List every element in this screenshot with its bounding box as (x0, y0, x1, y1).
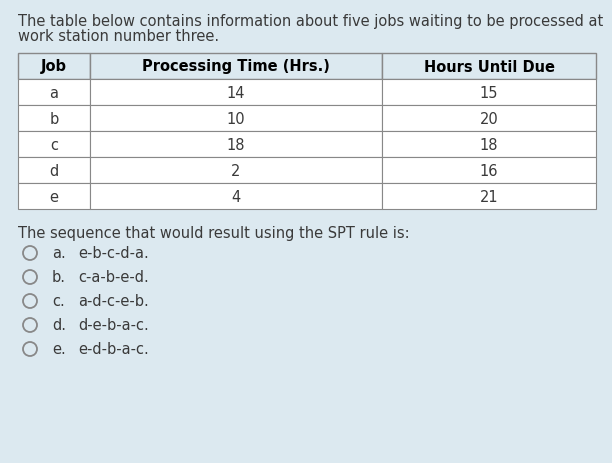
Text: Hours Until Due: Hours Until Due (424, 59, 554, 75)
Text: b.: b. (52, 270, 66, 285)
Text: e.: e. (52, 342, 65, 357)
Text: e: e (50, 189, 59, 204)
Text: 16: 16 (480, 163, 498, 178)
Text: 2: 2 (231, 163, 241, 178)
Bar (382, 80, 596, 106)
Text: The sequence that would result using the SPT rule is:: The sequence that would result using the… (18, 225, 409, 240)
Bar (90, 106, 382, 131)
Bar (18, 80, 90, 106)
Text: a-d-c-e-b.: a-d-c-e-b. (78, 294, 149, 309)
Bar (18, 184, 90, 210)
Text: 4: 4 (231, 189, 241, 204)
Text: d: d (50, 163, 59, 178)
Bar (90, 184, 382, 210)
Bar (18, 106, 90, 131)
Bar (90, 54, 382, 80)
Text: 20: 20 (480, 111, 498, 126)
Text: e-d-b-a-c.: e-d-b-a-c. (78, 342, 149, 357)
Text: a: a (50, 85, 59, 100)
Bar (18, 54, 90, 80)
Text: d.: d. (52, 318, 66, 333)
Text: d-e-b-a-c.: d-e-b-a-c. (78, 318, 149, 333)
Text: c: c (50, 137, 58, 152)
Text: e-b-c-d-a.: e-b-c-d-a. (78, 246, 149, 261)
Bar (382, 54, 596, 80)
Text: Processing Time (Hrs.): Processing Time (Hrs.) (142, 59, 330, 75)
Bar (90, 80, 382, 106)
Bar (382, 184, 596, 210)
Text: 14: 14 (227, 85, 245, 100)
Text: 10: 10 (226, 111, 245, 126)
Text: b: b (50, 111, 59, 126)
Text: a.: a. (52, 246, 65, 261)
Text: Job: Job (41, 59, 67, 75)
Text: c-a-b-e-d.: c-a-b-e-d. (78, 270, 149, 285)
Text: work station number three.: work station number three. (18, 29, 219, 44)
Text: 15: 15 (480, 85, 498, 100)
Bar (90, 158, 382, 184)
Text: 21: 21 (480, 189, 498, 204)
Bar (18, 158, 90, 184)
Bar (382, 158, 596, 184)
Bar (382, 131, 596, 158)
Text: c.: c. (52, 294, 65, 309)
Text: 18: 18 (227, 137, 245, 152)
Bar (382, 106, 596, 131)
Bar (18, 131, 90, 158)
Text: 18: 18 (480, 137, 498, 152)
Text: The table below contains information about five jobs waiting to be processed at: The table below contains information abo… (18, 14, 603, 29)
Bar (90, 131, 382, 158)
